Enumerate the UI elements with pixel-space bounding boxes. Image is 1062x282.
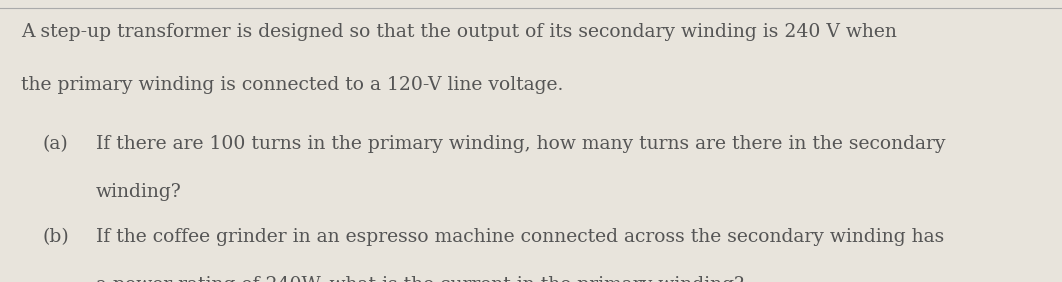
Text: a power rating of 240W, what is the current in the primary winding?: a power rating of 240W, what is the curr… <box>96 276 743 282</box>
Text: winding?: winding? <box>96 183 182 201</box>
Text: (b): (b) <box>42 228 69 246</box>
Text: A step-up transformer is designed so that the output of its secondary winding is: A step-up transformer is designed so tha… <box>21 23 897 41</box>
Text: the primary winding is connected to a 120-V line voltage.: the primary winding is connected to a 12… <box>21 76 564 94</box>
Text: (a): (a) <box>42 135 68 153</box>
Text: If the coffee grinder in an espresso machine connected across the secondary wind: If the coffee grinder in an espresso mac… <box>96 228 944 246</box>
Text: If there are 100 turns in the primary winding, how many turns are there in the s: If there are 100 turns in the primary wi… <box>96 135 945 153</box>
